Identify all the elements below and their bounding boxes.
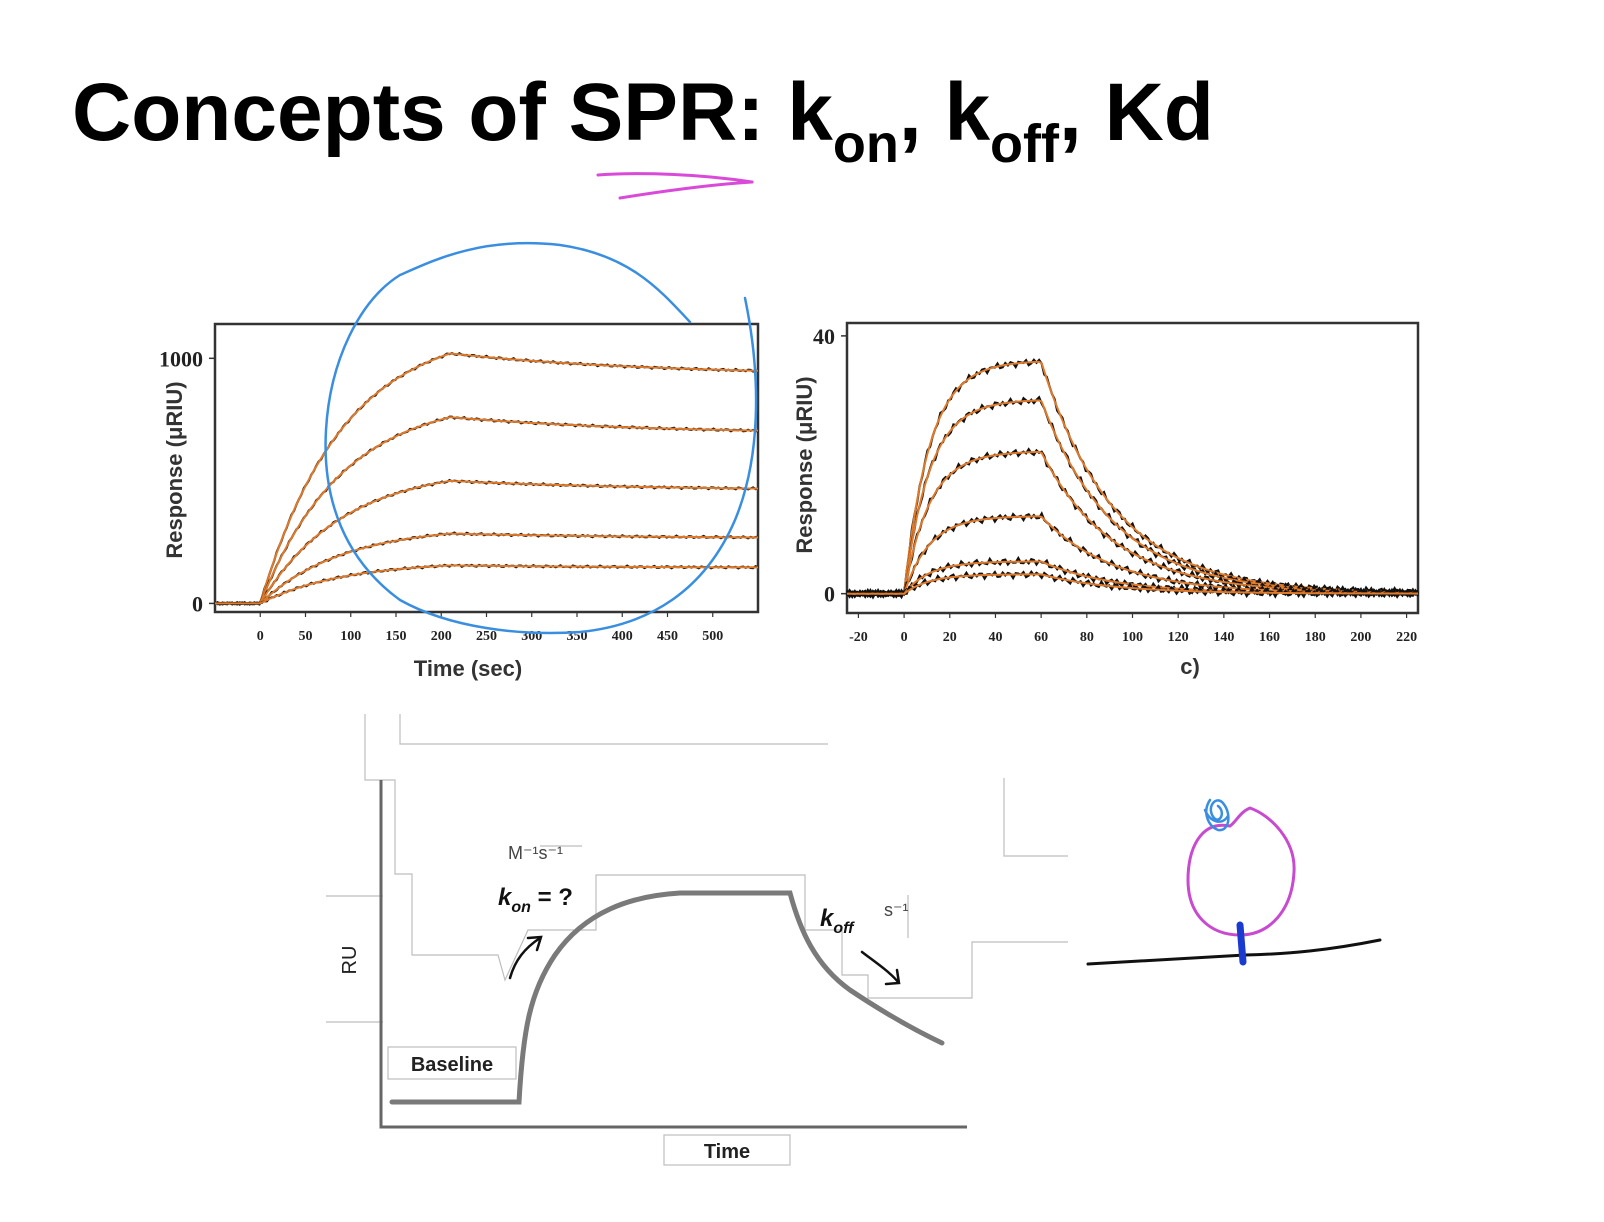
x-tick-label: 0 [901, 630, 908, 645]
koff-label: koff [820, 905, 855, 937]
x-tick-label: 220 [1396, 630, 1417, 645]
x-tick-label: 200 [1350, 630, 1371, 645]
schematic-ru-label: RU [339, 946, 361, 975]
x-tick-label: 120 [1168, 630, 1189, 645]
baseline-box [387, 1046, 517, 1080]
handwritten-underline [596, 172, 754, 200]
y-tick-label: 0 [824, 582, 835, 607]
chart-right: 0 40 -20 0 20 40 60 80 100 120 140 160 180 200 220 c)… [792, 321, 1420, 679]
chart-right-xlabel: c) [1180, 654, 1200, 679]
receptor-molecule [1186, 806, 1296, 937]
series-fit-line [215, 532, 758, 605]
series-fit-line [847, 573, 1418, 595]
x-tick-label: 500 [702, 629, 723, 644]
x-tick-label: 140 [1213, 630, 1234, 645]
x-tick-label: 0 [257, 629, 264, 644]
x-tick-label: 250 [476, 629, 497, 644]
x-tick-label: 20 [943, 630, 957, 645]
baseline-label: Baseline [411, 1054, 493, 1076]
x-tick-label: 80 [1080, 630, 1094, 645]
chart-left-xlabel: Time (sec) [414, 656, 522, 681]
chart-right-ylabel: Response (μRIU) [792, 376, 817, 553]
schematic-axes [379, 780, 967, 1129]
y-tick-label: 1000 [159, 346, 203, 371]
binding-doodle [1086, 798, 1382, 966]
y-tick-label: 40 [813, 324, 835, 349]
koff-unit: s⁻¹ [884, 900, 909, 920]
schematic-background-lines [326, 714, 1068, 1023]
x-tick-label: 400 [612, 629, 633, 644]
sensorgram-schematic: RU Baseline Time M⁻¹s⁻¹ kon = ? koff s⁻¹ [326, 714, 1068, 1166]
time-label: Time [704, 1141, 750, 1163]
x-tick-label: -20 [849, 630, 868, 645]
chart-left-frame [213, 322, 760, 614]
x-tick-label: 100 [340, 629, 361, 644]
x-tick-label: 450 [657, 629, 678, 644]
ligand-scribble [1203, 798, 1230, 832]
x-tick-label: 50 [299, 629, 313, 644]
kon-label: kon = ? [498, 884, 573, 916]
handwritten-circle [324, 241, 758, 635]
x-tick-label: 160 [1259, 630, 1280, 645]
series-fit-line [215, 564, 758, 605]
series-fit-line [215, 352, 759, 605]
x-tick-label: 180 [1305, 630, 1326, 645]
anchor-linker [1236, 921, 1247, 966]
surface-line [1086, 938, 1382, 966]
series-fit-line [215, 416, 758, 605]
kon-unit: M⁻¹s⁻¹ [508, 843, 563, 863]
x-tick-label: 40 [988, 630, 1002, 645]
slide-title: Concepts of SPR: kon, koff, Kd [72, 67, 1214, 174]
chart-left-ylabel: Response (μRIU) [162, 381, 187, 558]
y-tick-label: 0 [192, 591, 203, 616]
x-tick-label: 200 [431, 629, 452, 644]
x-tick-label: 150 [386, 629, 407, 644]
x-tick-label: 100 [1122, 630, 1143, 645]
series-fit-line [215, 479, 758, 605]
time-box [663, 1134, 791, 1166]
x-tick-label: 60 [1034, 630, 1048, 645]
koff-arrow [860, 950, 901, 986]
sensorgram-curve [389, 890, 945, 1105]
kon-arrow [508, 935, 543, 980]
